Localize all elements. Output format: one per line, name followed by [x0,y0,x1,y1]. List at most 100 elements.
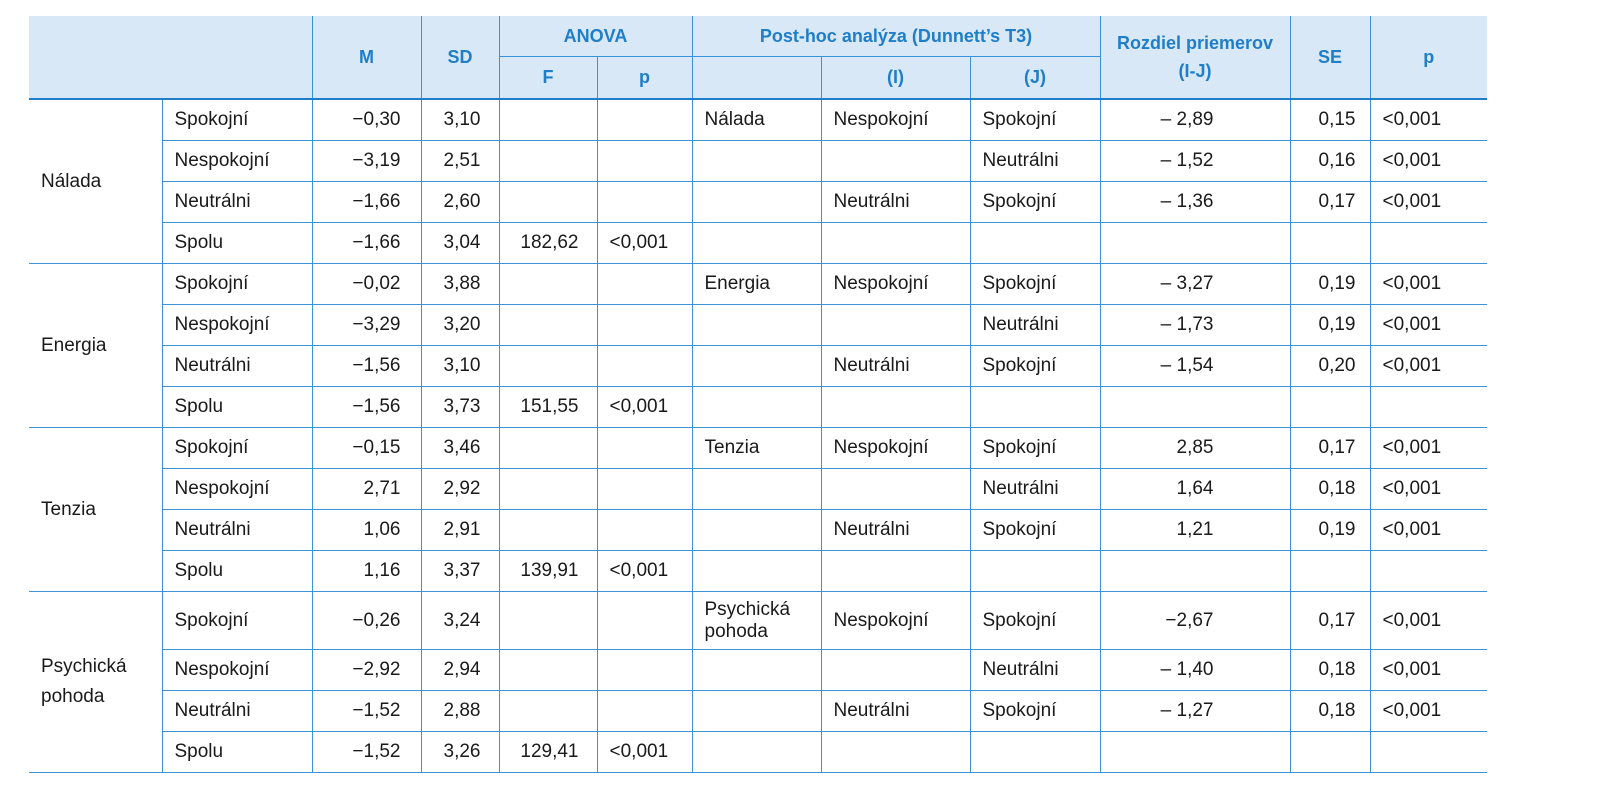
p-cell [597,181,693,223]
f-cell [499,304,598,346]
m-cell: −1,66 [312,181,422,223]
posthoc-var-cell [692,386,822,428]
i-cell: Neutrálni [821,345,971,387]
p-cell [597,591,693,650]
posthoc-var-cell [692,690,822,732]
header-i: (I) [821,56,971,100]
sd-cell: 3,73 [421,386,500,428]
subgroup-cell: Spokojní [162,591,313,650]
sd-cell: 3,10 [421,345,500,387]
p-cell: <0,001 [597,386,693,428]
diff-cell: – 3,27 [1100,263,1291,305]
table-row: Neutrálni −1,56 3,10 Neutrálni Spokojní … [29,345,1487,387]
f-cell [499,140,598,182]
header-f: F [499,56,598,100]
i-cell [821,468,971,510]
p2-cell: <0,001 [1370,263,1487,305]
i-cell: Nespokojní [821,427,971,469]
header-j: (J) [970,56,1101,100]
se-cell: 0,16 [1290,140,1371,182]
diff-cell [1100,222,1291,264]
se-cell: 0,18 [1290,468,1371,510]
header-se: SE [1290,16,1371,100]
i-cell: Nespokojní [821,263,971,305]
i-cell: Nespokojní [821,591,971,650]
table-row: Spolu −1,66 3,04 182,62 <0,001 [29,222,1487,264]
table-row: Spolu 1,16 3,37 139,91 <0,001 [29,550,1487,592]
subgroup-cell: Nespokojní [162,304,313,346]
se-cell: 0,19 [1290,509,1371,551]
posthoc-var-cell [692,181,822,223]
p-cell: <0,001 [597,550,693,592]
se-cell [1290,550,1371,592]
group-label: Nálada [29,99,163,264]
j-cell: Spokojní [970,263,1101,305]
subgroup-cell: Spolu [162,386,313,428]
f-cell [499,345,598,387]
m-cell: 1,06 [312,509,422,551]
sd-cell: 3,46 [421,427,500,469]
sd-cell: 3,26 [421,731,500,773]
p-cell [597,468,693,510]
header-blank [29,16,313,100]
se-cell [1290,222,1371,264]
posthoc-var-cell [692,468,822,510]
se-cell: 0,19 [1290,263,1371,305]
posthoc-var-cell [692,649,822,691]
j-cell: Neutrálni [970,468,1101,510]
i-cell: Neutrálni [821,181,971,223]
diff-cell: – 1,54 [1100,345,1291,387]
diff-cell: – 1,40 [1100,649,1291,691]
m-cell: −1,66 [312,222,422,264]
j-cell: Spokojní [970,99,1101,141]
f-cell [499,181,598,223]
se-cell [1290,731,1371,773]
header-p: p [597,56,693,100]
table-row: Neutrálni 1,06 2,91 Neutrálni Spokojní 1… [29,509,1487,551]
subgroup-cell: Neutrálni [162,345,313,387]
f-cell [499,468,598,510]
m-cell: −1,56 [312,386,422,428]
diff-cell: – 1,73 [1100,304,1291,346]
se-cell: 0,20 [1290,345,1371,387]
diff-cell: 1,21 [1100,509,1291,551]
posthoc-var-cell: Psychická pohoda [692,591,822,650]
p2-cell [1370,550,1487,592]
sd-cell: 3,20 [421,304,500,346]
header-m: M [312,16,422,100]
table-row: Nespokojní −2,92 2,94 Neutrálni – 1,40 0… [29,649,1487,691]
m-cell: −2,92 [312,649,422,691]
table-row: Neutrálni −1,52 2,88 Neutrálni Spokojní … [29,690,1487,732]
p-cell [597,99,693,141]
sd-cell: 3,88 [421,263,500,305]
sd-cell: 2,60 [421,181,500,223]
i-cell [821,550,971,592]
p-cell [597,140,693,182]
diff-cell: – 1,52 [1100,140,1291,182]
m-cell: −0,30 [312,99,422,141]
j-cell: Spokojní [970,509,1101,551]
j-cell [970,386,1101,428]
subgroup-cell: Neutrálni [162,181,313,223]
subgroup-cell: Nespokojní [162,140,313,182]
m-cell: −3,29 [312,304,422,346]
sd-cell: 2,92 [421,468,500,510]
sd-cell: 2,51 [421,140,500,182]
f-cell [499,99,598,141]
results-table-container: M SD ANOVA Post-hoc analýza (Dunnett’s T… [29,16,1487,773]
table-row: Neutrálni −1,66 2,60 Neutrálni Spokojní … [29,181,1487,223]
group-label: Tenzia [29,427,163,592]
m-cell: −0,15 [312,427,422,469]
group-label: Psychická pohoda [29,591,163,773]
p-cell [597,509,693,551]
se-cell: 0,17 [1290,427,1371,469]
p-cell: <0,001 [597,222,693,264]
diff-cell: 1,64 [1100,468,1291,510]
sd-cell: 3,37 [421,550,500,592]
sd-cell: 3,10 [421,99,500,141]
p2-cell [1370,731,1487,773]
p2-cell [1370,386,1487,428]
posthoc-var-cell: Energia [692,263,822,305]
j-cell: Spokojní [970,181,1101,223]
posthoc-var-cell [692,222,822,264]
